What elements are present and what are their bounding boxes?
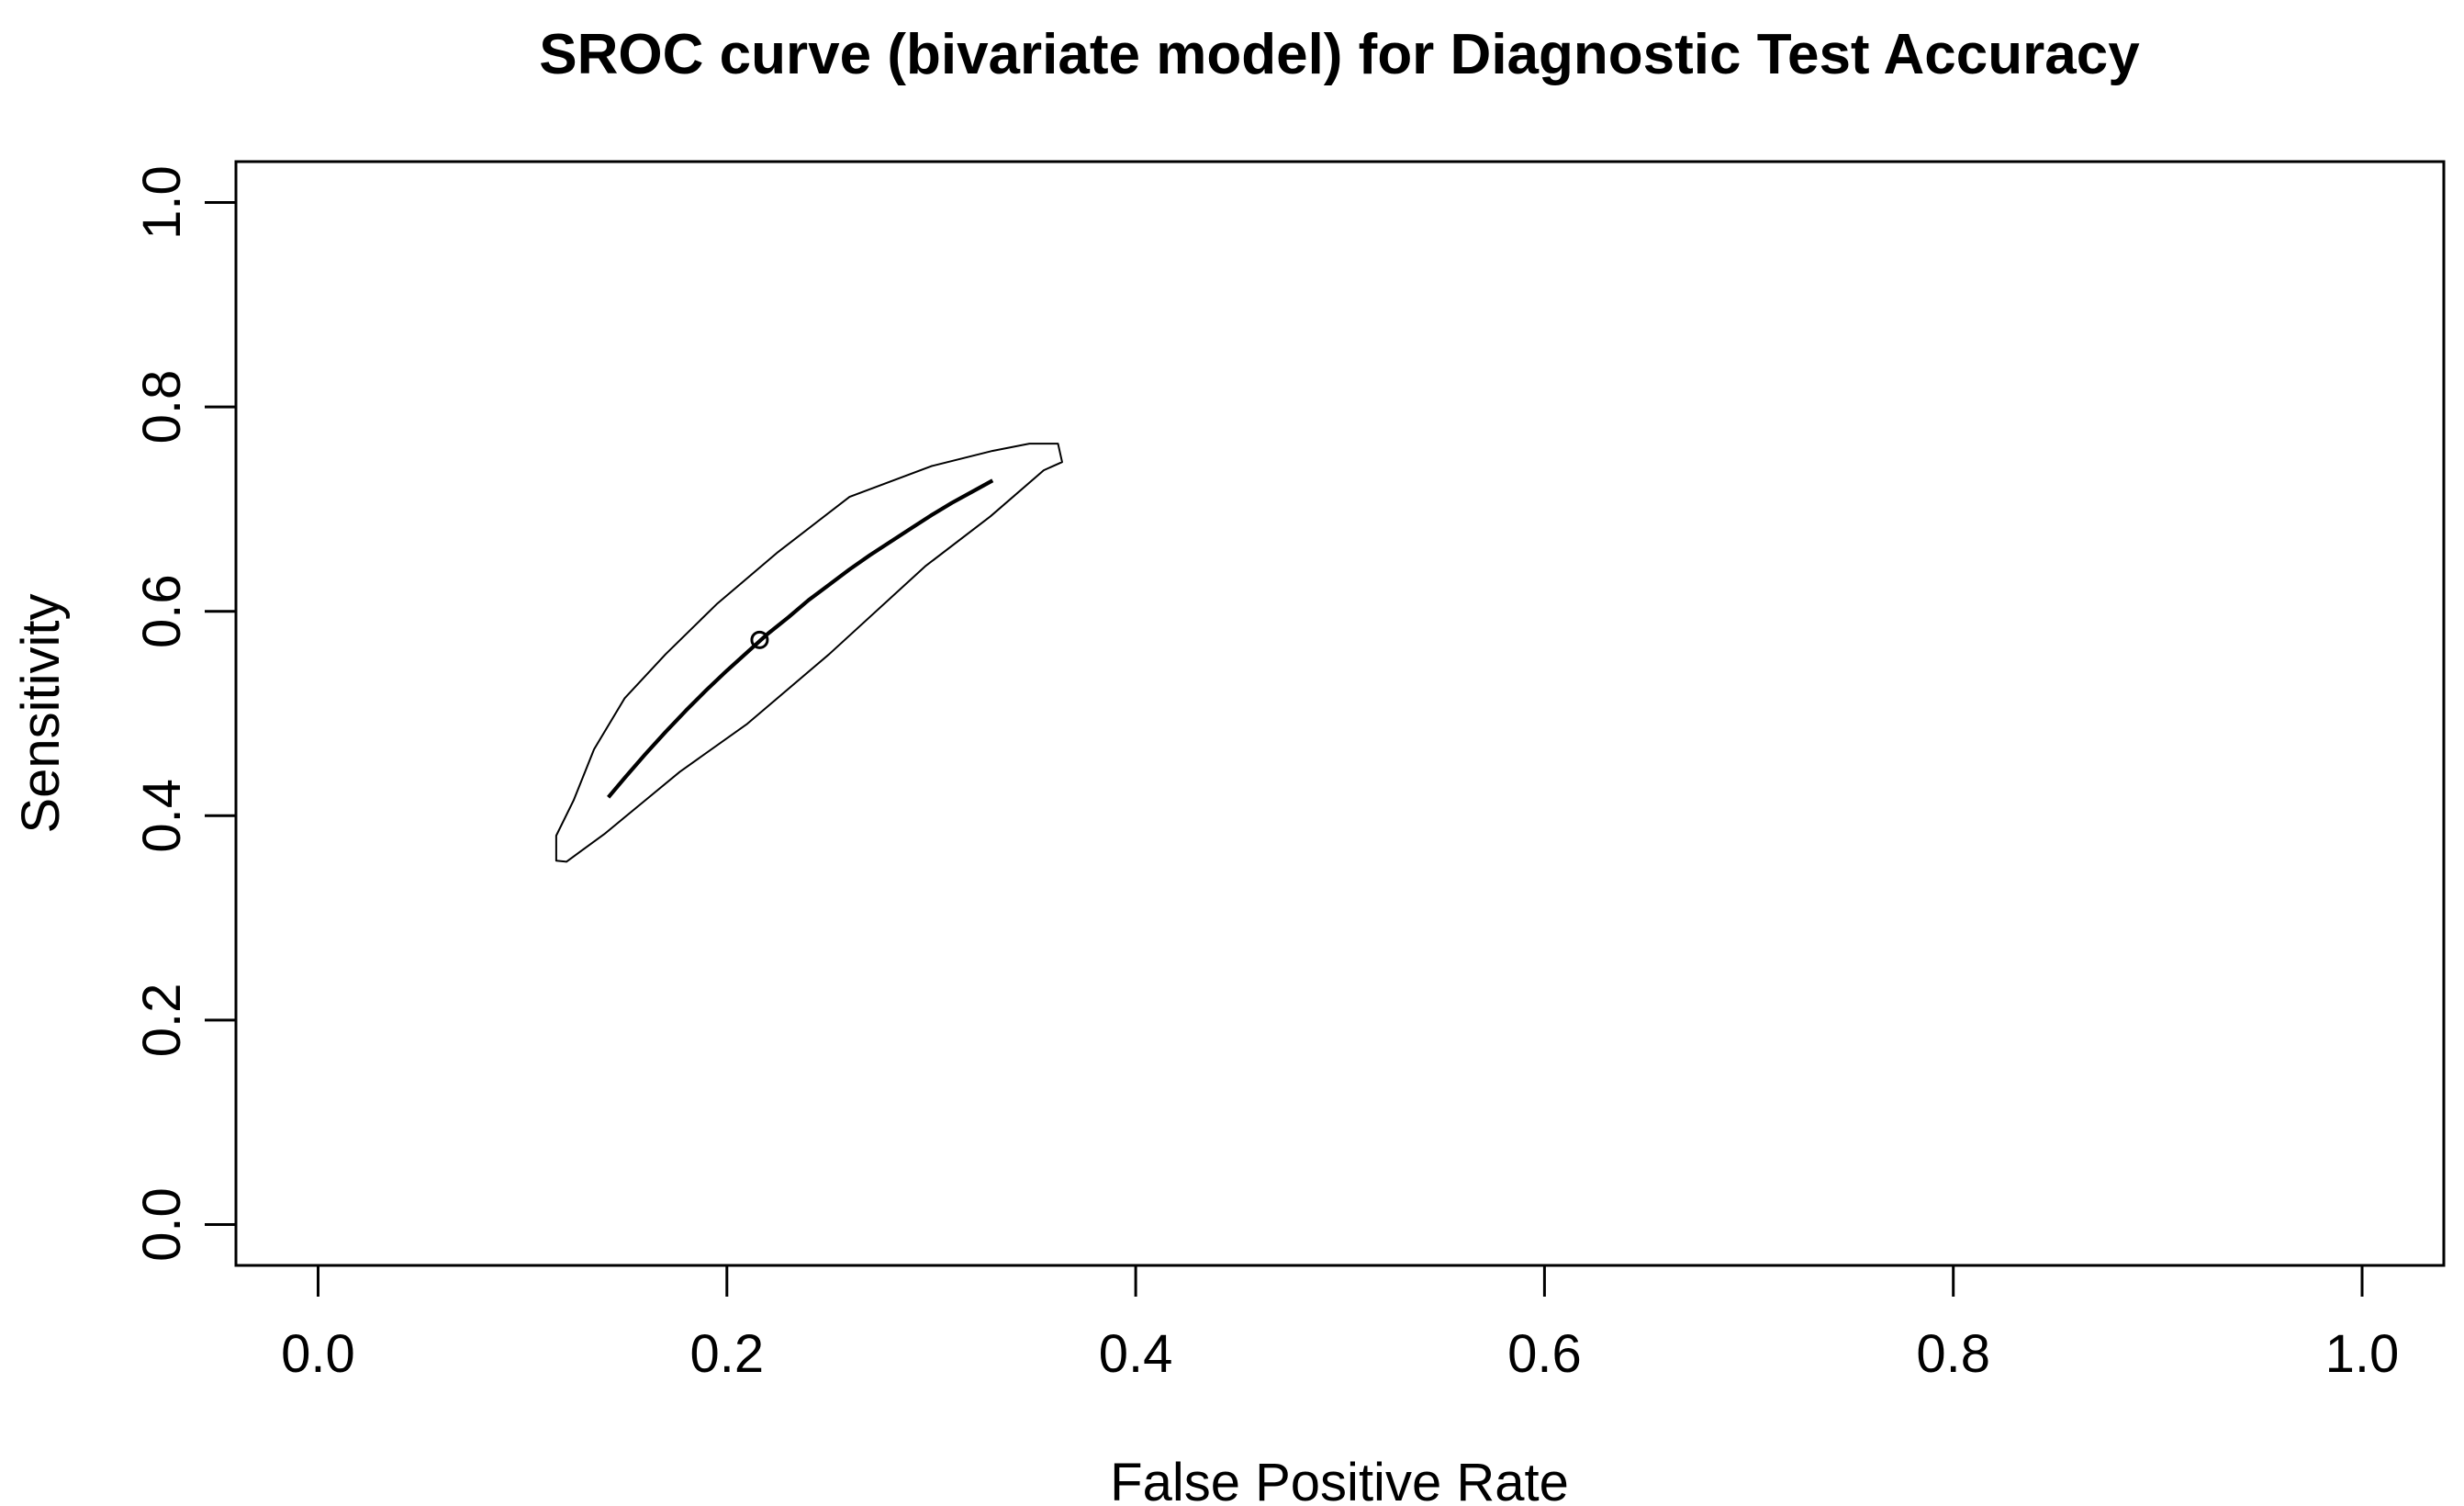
y-axis-label: Sensitivity: [11, 593, 71, 833]
x-tick-label: 0.2: [689, 1324, 764, 1384]
y-tick-label: 0.6: [132, 574, 192, 648]
chart-title: SROC curve (bivariate model) for Diagnos…: [539, 23, 2140, 86]
y-tick-label: 1.0: [132, 165, 192, 240]
x-axis-label: False Positive Rate: [1110, 1453, 1569, 1506]
sroc-curve: [607, 478, 994, 799]
x-tick-label: 0.6: [1507, 1324, 1582, 1384]
plot-content: 0.0 0.2 0.4 0.6 0.8 1.0 0.0 0.2 0.4 0.6 0.8 1.0: [132, 160, 2446, 1384]
y-tick-label: 0.0: [132, 1187, 192, 1262]
y-tick-label: 0.2: [132, 983, 192, 1058]
y-tick-label: 0.8: [132, 370, 192, 444]
x-tick-label: 0.8: [1916, 1324, 1990, 1384]
confidence-region-outline: [554, 443, 1063, 863]
x-tick-label: 0.4: [1099, 1324, 1173, 1384]
x-tick-label: 0.0: [281, 1324, 355, 1384]
x-tick-label: 1.0: [2325, 1324, 2400, 1384]
plot-box: [234, 160, 2446, 1267]
y-tick-label: 0.4: [132, 779, 192, 853]
summary-point-marker: [750, 630, 769, 649]
